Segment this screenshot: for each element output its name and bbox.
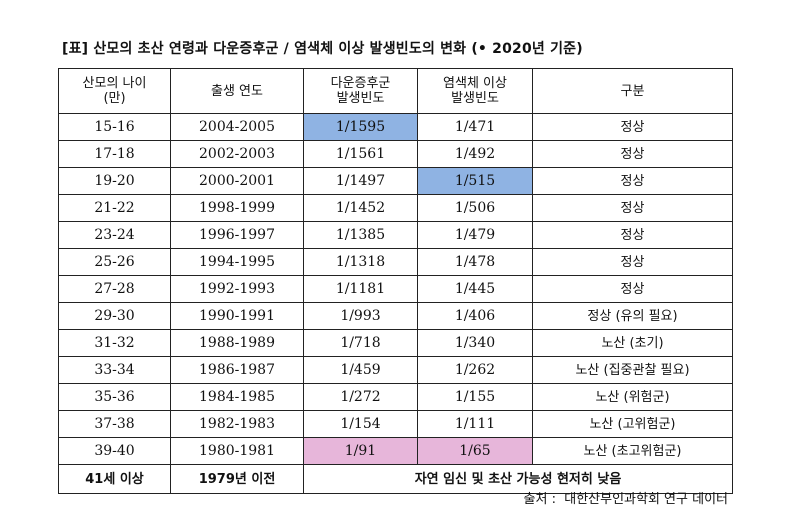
header-chrom-line2: 발생빈도: [451, 91, 499, 106]
cell-chromosome-frequency: 1/515: [417, 167, 533, 195]
cell-down-frequency: 1/154: [303, 410, 418, 438]
cell-age: 33-34: [58, 356, 171, 384]
cell-category: 정상: [532, 248, 733, 276]
header-age-line2: (만): [103, 91, 126, 106]
header-down-line1: 다운증후군: [330, 76, 391, 91]
cell-down-frequency: 1/1452: [303, 194, 418, 222]
source-note: 출처 : 대한산부인과학회 연구 데이터: [523, 492, 728, 507]
cell-age: 31-32: [58, 329, 171, 357]
cell-category: 노산 (집중관찰 필요): [532, 356, 733, 384]
cell-chromosome-frequency: 1/262: [417, 356, 533, 384]
table-row: 39-40 1980-1981 1/91 1/65 노산 (초고위험군): [58, 437, 733, 465]
cell-age: 39-40: [58, 437, 171, 465]
cell-category: 노산 (고위험군): [532, 410, 733, 438]
cell-chromosome-frequency: 1/478: [417, 248, 533, 276]
table-row: 33-34 1986-1987 1/459 1/262 노산 (집중관찰 필요): [58, 356, 733, 384]
last-row-age: 41세 이상: [58, 464, 171, 494]
cell-birth-year: 1990-1991: [170, 302, 304, 330]
cell-birth-year: 2000-2001: [170, 167, 304, 195]
header-down: 다운증후군 발생빈도: [303, 68, 418, 114]
table-row: 15-16 2004-2005 1/1595 1/471 정상: [58, 113, 733, 141]
cell-chromosome-frequency: 1/155: [417, 383, 533, 411]
header-chrom-line1: 염색체 이상: [443, 76, 507, 91]
cell-chromosome-frequency: 1/506: [417, 194, 533, 222]
cell-chromosome-frequency: 1/65: [417, 437, 533, 465]
cell-birth-year: 1994-1995: [170, 248, 304, 276]
header-age: 산모의 나이 (만): [58, 68, 171, 114]
cell-down-frequency: 1/459: [303, 356, 418, 384]
cell-chromosome-frequency: 1/492: [417, 140, 533, 168]
cell-category: 노산 (초고위험군): [532, 437, 733, 465]
cell-down-frequency: 1/1497: [303, 167, 418, 195]
table-row: 27-28 1992-1993 1/1181 1/445 정상: [58, 275, 733, 303]
cell-birth-year: 1988-1989: [170, 329, 304, 357]
table-row: 25-26 1994-1995 1/1318 1/478 정상: [58, 248, 733, 276]
header-category: 구분: [532, 68, 733, 114]
cell-down-frequency: 1/1561: [303, 140, 418, 168]
table-row: 35-36 1984-1985 1/272 1/155 노산 (위험군): [58, 383, 733, 411]
table-row: 29-30 1990-1991 1/993 1/406 정상 (유의 필요): [58, 302, 733, 330]
cell-birth-year: 2002-2003: [170, 140, 304, 168]
cell-category: 정상 (유의 필요): [532, 302, 733, 330]
table-title: [표] 산모의 초산 연령과 다운증후군 / 염색체 이상 발생빈도의 변화 (…: [62, 41, 583, 57]
last-row: 41세 이상 1979년 이전 자연 임신 및 초산 가능성 현저히 낮음: [58, 464, 733, 494]
cell-chromosome-frequency: 1/111: [417, 410, 533, 438]
cell-category: 정상: [532, 140, 733, 168]
cell-age: 37-38: [58, 410, 171, 438]
cell-down-frequency: 1/91: [303, 437, 418, 465]
cell-category: 정상: [532, 221, 733, 249]
table-row: 37-38 1982-1983 1/154 1/111 노산 (고위험군): [58, 410, 733, 438]
cell-category: 노산 (위험군): [532, 383, 733, 411]
table-row: 31-32 1988-1989 1/718 1/340 노산 (초기): [58, 329, 733, 357]
cell-category: 노산 (초기): [532, 329, 733, 357]
cell-category: 정상: [532, 113, 733, 141]
cell-category: 정상: [532, 275, 733, 303]
cell-age: 17-18: [58, 140, 171, 168]
cell-age: 35-36: [58, 383, 171, 411]
cell-chromosome-frequency: 1/406: [417, 302, 533, 330]
cell-birth-year: 1986-1987: [170, 356, 304, 384]
cell-down-frequency: 1/993: [303, 302, 418, 330]
cell-category: 정상: [532, 167, 733, 195]
cell-birth-year: 1980-1981: [170, 437, 304, 465]
table-row: 17-18 2002-2003 1/1561 1/492 정상: [58, 140, 733, 168]
cell-category: 정상: [532, 194, 733, 222]
cell-chromosome-frequency: 1/340: [417, 329, 533, 357]
cell-down-frequency: 1/718: [303, 329, 418, 357]
header-row: 산모의 나이 (만) 출생 연도 다운증후군 발생빈도 염색체 이상 발생빈도 …: [58, 68, 733, 114]
header-age-line1: 산모의 나이: [82, 76, 147, 91]
cell-chromosome-frequency: 1/471: [417, 113, 533, 141]
cell-birth-year: 1984-1985: [170, 383, 304, 411]
cell-down-frequency: 1/1318: [303, 248, 418, 276]
last-row-year: 1979년 이전: [170, 464, 304, 494]
cell-chromosome-frequency: 1/479: [417, 221, 533, 249]
cell-age: 25-26: [58, 248, 171, 276]
table-row: 23-24 1996-1997 1/1385 1/479 정상: [58, 221, 733, 249]
cell-age: 27-28: [58, 275, 171, 303]
cell-birth-year: 1998-1999: [170, 194, 304, 222]
cell-age: 23-24: [58, 221, 171, 249]
cell-age: 15-16: [58, 113, 171, 141]
table-row: 19-20 2000-2001 1/1497 1/515 정상: [58, 167, 733, 195]
frequency-table: 산모의 나이 (만) 출생 연도 다운증후군 발생빈도 염색체 이상 발생빈도 …: [58, 68, 733, 494]
cell-down-frequency: 1/1595: [303, 113, 418, 141]
cell-birth-year: 1992-1993: [170, 275, 304, 303]
cell-birth-year: 2004-2005: [170, 113, 304, 141]
cell-chromosome-frequency: 1/445: [417, 275, 533, 303]
cell-down-frequency: 1/1181: [303, 275, 418, 303]
cell-down-frequency: 1/1385: [303, 221, 418, 249]
header-birth-year: 출생 연도: [170, 68, 304, 114]
header-down-line2: 발생빈도: [336, 91, 385, 106]
last-row-note: 자연 임신 및 초산 가능성 현저히 낮음: [303, 464, 733, 494]
table-row: 21-22 1998-1999 1/1452 1/506 정상: [58, 194, 733, 222]
header-chromosome: 염색체 이상 발생빈도: [417, 68, 533, 114]
cell-down-frequency: 1/272: [303, 383, 418, 411]
cell-birth-year: 1996-1997: [170, 221, 304, 249]
cell-birth-year: 1982-1983: [170, 410, 304, 438]
cell-age: 21-22: [58, 194, 171, 222]
cell-age: 29-30: [58, 302, 171, 330]
cell-age: 19-20: [58, 167, 171, 195]
